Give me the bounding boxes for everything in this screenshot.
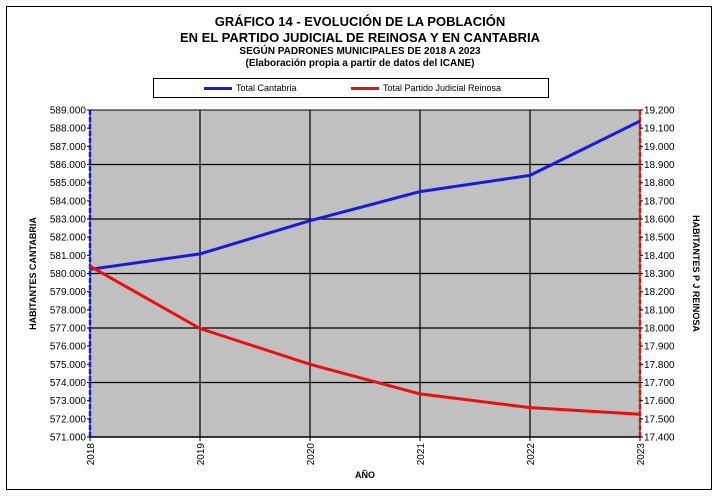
y-left-tick-label: 571.000 — [50, 433, 87, 444]
y-left-tick-label: 578.000 — [50, 305, 87, 316]
y-right-tick-label: 18.000 — [644, 324, 675, 335]
y-right-tick-label: 18.400 — [644, 251, 675, 262]
y-right-tick-label: 18.500 — [644, 233, 675, 244]
y-left-tick-label: 586.000 — [50, 160, 87, 171]
y-right-tick-label: 17.700 — [644, 378, 675, 389]
y-left-tick-label: 575.000 — [50, 360, 87, 371]
y-left-tick-label: 576.000 — [50, 342, 87, 353]
y-right-tick-label: 18.800 — [644, 178, 675, 189]
legend-swatch-cantabria — [204, 86, 232, 90]
x-tick-label: 2019 — [196, 443, 207, 466]
y-right-tick-label: 17.400 — [644, 433, 675, 444]
y-right-tick-label: 19.200 — [644, 106, 675, 117]
y-right-tick-label: 17.900 — [644, 342, 675, 353]
y-right-tick-label: 18.100 — [644, 305, 675, 316]
y-left-tick-label: 572.000 — [50, 414, 87, 425]
legend-label-cantabria: Total Cantabria — [236, 83, 297, 93]
chart-subtitle-line-2: (Elaboración propia a partir de datos de… — [245, 58, 475, 69]
legend-label-reinosa: Total Partido Judicial Reinosa — [383, 83, 502, 93]
y-left-tick-label: 588.000 — [50, 124, 87, 135]
y-left-tick-label: 574.000 — [50, 378, 87, 389]
chart-title-line-2: EN EL PARTIDO JUDICIAL DE REINOSA Y EN C… — [180, 30, 540, 45]
y-left-tick-label: 573.000 — [50, 396, 87, 407]
y-left-tick-label: 587.000 — [50, 142, 87, 153]
y-right-tick-label: 18.300 — [644, 269, 675, 280]
y-right-tick-label: 17.500 — [644, 414, 675, 425]
x-tick-label: 2023 — [636, 443, 647, 466]
y-right-tick-label: 19.100 — [644, 124, 675, 135]
y-left-tick-label: 585.000 — [50, 178, 87, 189]
y-right-axis-title: HABITANTES P J REINOSA — [691, 215, 701, 332]
y-left-tick-label: 579.000 — [50, 287, 87, 298]
legend-item-cantabria: Total Cantabria — [204, 79, 297, 97]
chart-subtitle-line-1: SEGÚN PADRONES MUNICIPALES DE 2018 A 202… — [239, 46, 481, 57]
y-right-tick-label: 18.600 — [644, 215, 675, 226]
series-line-reinosa — [89, 264, 641, 416]
x-tick-label: 2020 — [306, 443, 317, 466]
chart-legend: Total Cantabria Total Partido Judicial R… — [153, 78, 549, 98]
y-right-tick-label: 18.900 — [644, 160, 675, 171]
y-right-tick-label: 17.800 — [644, 360, 675, 371]
x-tick-label: 2021 — [416, 443, 427, 466]
y-right-tick-label: 18.200 — [644, 287, 675, 298]
series-line-cantabria — [89, 119, 641, 271]
y-right-tick-label: 18.700 — [644, 196, 675, 207]
y-left-tick-label: 581.000 — [50, 251, 87, 262]
y-left-tick-label: 582.000 — [50, 233, 87, 244]
y-right-tick-label: 17.600 — [644, 396, 675, 407]
y-left-tick-label: 589.000 — [50, 106, 87, 117]
x-tick-label: 2022 — [526, 443, 537, 466]
x-tick-label: 2018 — [86, 443, 97, 466]
y-left-tick-label: 583.000 — [50, 215, 87, 226]
y-left-tick-label: 584.000 — [50, 196, 87, 207]
legend-swatch-reinosa — [351, 86, 379, 90]
y-left-tick-label: 580.000 — [50, 269, 87, 280]
legend-item-reinosa: Total Partido Judicial Reinosa — [351, 79, 501, 97]
chart-title-line-1: GRÁFICO 14 - EVOLUCIÓN DE LA POBLACIÓN — [214, 14, 506, 29]
y-left-axis-title: HABITANTES CANTABRIA — [28, 217, 38, 330]
y-left-tick-label: 577.000 — [50, 324, 87, 335]
x-axis-title: AÑO — [355, 470, 375, 480]
y-right-tick-label: 19.000 — [644, 142, 675, 153]
